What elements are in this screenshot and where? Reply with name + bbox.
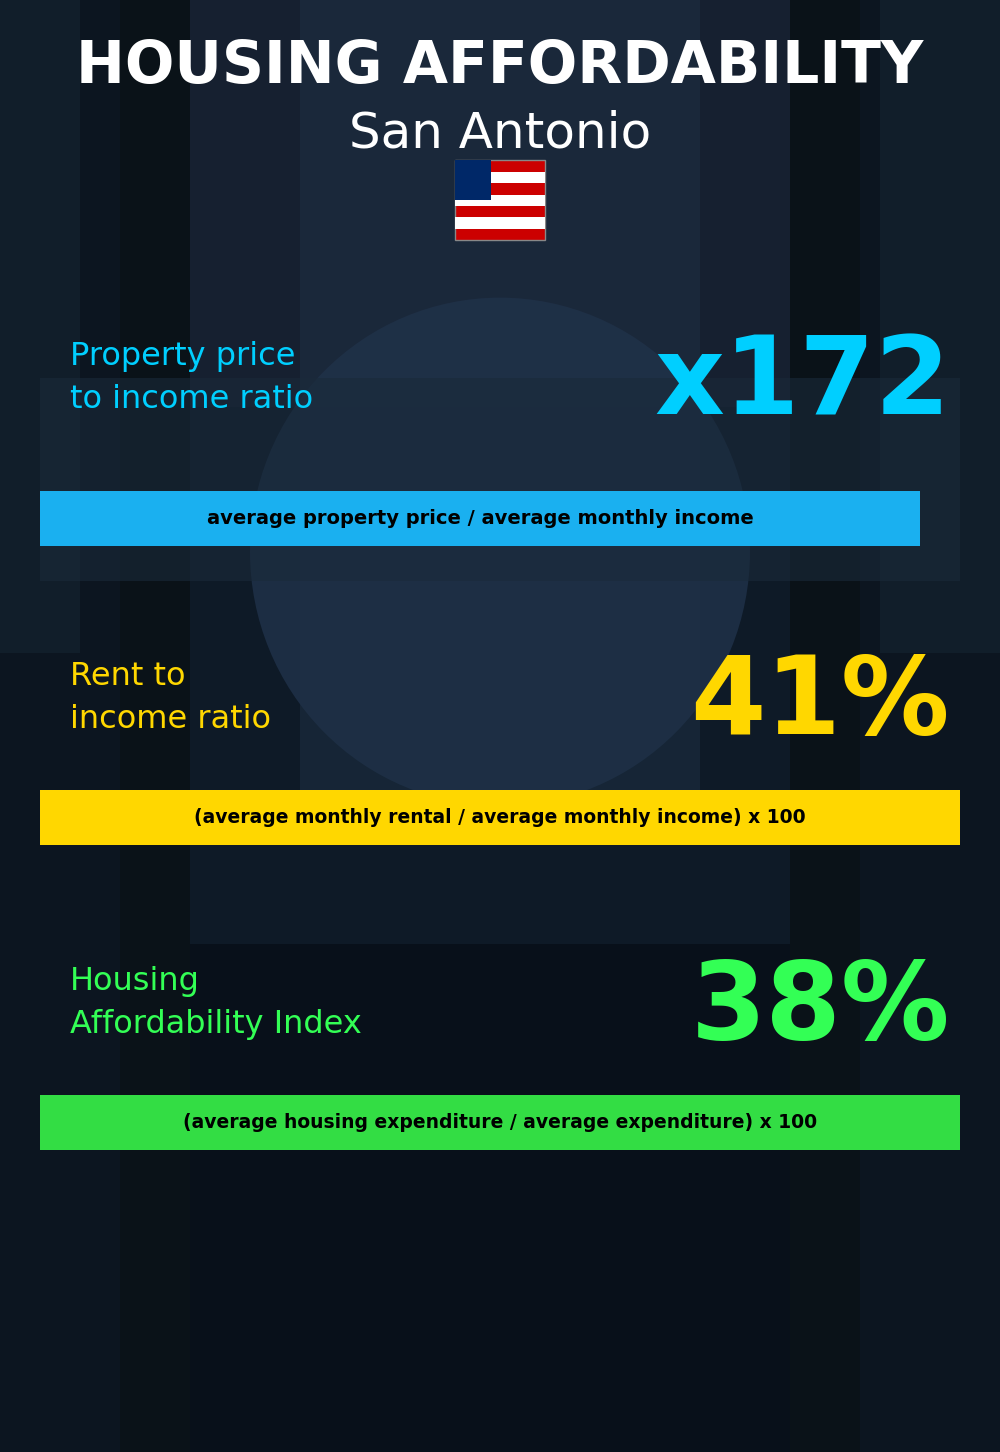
- Text: (average monthly rental / average monthly income) x 100: (average monthly rental / average monthl…: [194, 807, 806, 828]
- Text: 41%: 41%: [690, 650, 950, 758]
- FancyBboxPatch shape: [0, 407, 1000, 944]
- FancyBboxPatch shape: [455, 161, 491, 200]
- FancyBboxPatch shape: [40, 491, 920, 546]
- Text: HOUSING AFFORDABILITY: HOUSING AFFORDABILITY: [76, 38, 924, 96]
- FancyBboxPatch shape: [300, 0, 700, 799]
- Text: Rent to
income ratio: Rent to income ratio: [70, 661, 271, 735]
- FancyBboxPatch shape: [840, 0, 1000, 1452]
- Text: 38%: 38%: [690, 955, 950, 1063]
- FancyBboxPatch shape: [0, 0, 140, 1452]
- FancyBboxPatch shape: [880, 0, 1000, 653]
- FancyBboxPatch shape: [455, 160, 545, 240]
- FancyBboxPatch shape: [40, 1095, 960, 1150]
- Ellipse shape: [250, 298, 750, 806]
- Text: San Antonio: San Antonio: [349, 109, 651, 158]
- FancyBboxPatch shape: [0, 0, 1000, 407]
- FancyBboxPatch shape: [790, 0, 860, 1452]
- Text: Property price
to income ratio: Property price to income ratio: [70, 341, 313, 415]
- FancyBboxPatch shape: [455, 195, 545, 206]
- Text: average property price / average monthly income: average property price / average monthly…: [207, 508, 753, 529]
- Text: (average housing expenditure / average expenditure) x 100: (average housing expenditure / average e…: [183, 1112, 817, 1133]
- FancyBboxPatch shape: [120, 0, 190, 1452]
- FancyBboxPatch shape: [455, 171, 545, 183]
- FancyBboxPatch shape: [40, 790, 960, 845]
- Text: x172: x172: [654, 331, 950, 439]
- Text: Housing
Affordability Index: Housing Affordability Index: [70, 966, 362, 1040]
- FancyBboxPatch shape: [0, 0, 80, 653]
- FancyBboxPatch shape: [40, 378, 960, 581]
- FancyBboxPatch shape: [455, 218, 545, 229]
- FancyBboxPatch shape: [0, 944, 1000, 1452]
